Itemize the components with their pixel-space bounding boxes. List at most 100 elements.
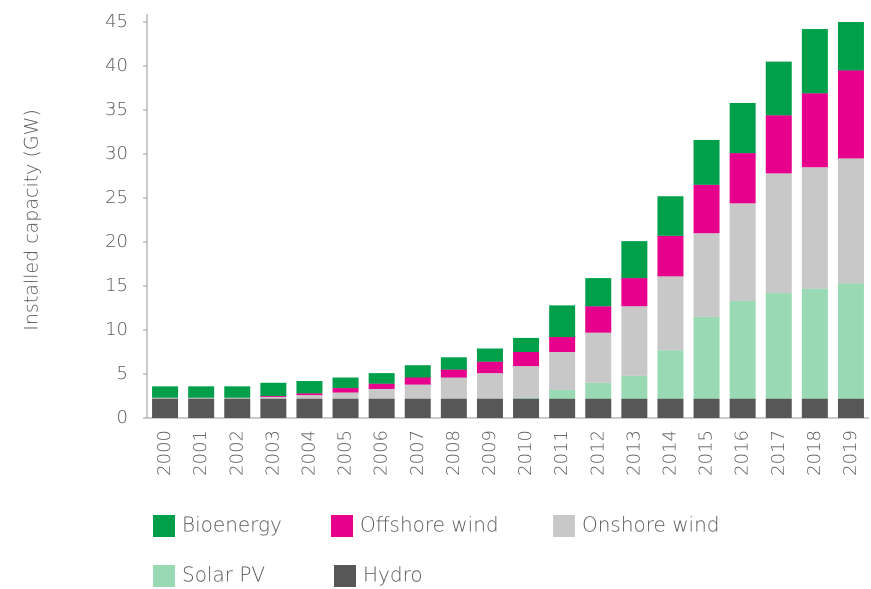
x-tick-label: 2017 — [768, 430, 789, 476]
x-tick-label: 2015 — [696, 430, 717, 476]
bar-segment — [440, 377, 467, 399]
bar-segment — [513, 366, 540, 398]
bar-segment — [729, 203, 756, 301]
x-tick-label: 2014 — [659, 430, 680, 476]
bar-segment — [440, 398, 467, 418]
bar-segment — [549, 305, 576, 338]
bar-segment — [368, 373, 395, 384]
bar-segment — [657, 350, 684, 399]
bar-segment — [801, 29, 828, 94]
bar-segment — [837, 283, 864, 399]
bar-segment — [621, 278, 648, 307]
bar-segment — [837, 158, 864, 284]
bar-segment — [729, 300, 756, 399]
legend-label: Offshore wind — [360, 513, 499, 537]
bar-segment — [404, 377, 431, 385]
bar-segment — [476, 361, 503, 374]
bar-segment — [693, 316, 720, 399]
bar-segment — [549, 398, 576, 418]
bar-segment — [801, 288, 828, 399]
bar-segment — [188, 397, 215, 399]
y-tick-label: 20 — [105, 231, 128, 252]
x-tick-label: 2016 — [732, 430, 753, 476]
bar-segment — [332, 388, 359, 393]
x-tick-label: 2007 — [407, 430, 428, 476]
bar-segment — [476, 348, 503, 362]
x-tick-label: 2010 — [515, 430, 536, 476]
y-tick-label: 30 — [105, 143, 128, 164]
legend-swatch — [334, 565, 356, 587]
x-tick-label: 2013 — [623, 430, 644, 476]
bar-segment — [296, 398, 323, 418]
bar-segment — [549, 337, 576, 352]
bar-segment — [657, 398, 684, 418]
bar-segment — [224, 398, 251, 418]
bar-segment — [440, 357, 467, 370]
bar-segment — [765, 173, 792, 294]
bar-segment — [621, 241, 648, 279]
x-tick-label: 2005 — [335, 430, 356, 476]
bar-segment — [765, 115, 792, 174]
bar-segment — [368, 383, 395, 389]
bar-segment — [260, 396, 287, 397]
y-tick-label: 15 — [105, 275, 128, 296]
legend-swatch — [153, 565, 175, 587]
bar-segment — [729, 102, 756, 154]
bar-segment — [621, 306, 648, 376]
bar-segment — [585, 398, 612, 418]
bar-segment — [296, 393, 323, 396]
bar-segment — [693, 398, 720, 418]
bar-segment — [765, 398, 792, 418]
bar-segment — [224, 397, 251, 399]
bar-segment — [729, 398, 756, 418]
x-tick-label: 2000 — [154, 430, 175, 476]
x-tick-label: 2004 — [298, 430, 319, 476]
bar-segment — [188, 386, 215, 398]
bar-segment — [152, 386, 179, 398]
x-tick-label: 2006 — [371, 430, 392, 476]
y-tick-label: 0 — [117, 407, 128, 428]
legend-label: Solar PV — [182, 563, 265, 587]
x-tick-label: 2018 — [804, 430, 825, 476]
x-tick-label: 2002 — [226, 430, 247, 476]
bar-segment — [513, 352, 540, 367]
y-tick-label: 10 — [105, 319, 128, 340]
bar-segment — [404, 384, 431, 399]
bar-segment — [476, 373, 503, 399]
bar-segment — [765, 293, 792, 399]
bar-segment — [332, 392, 359, 399]
bar-segment — [332, 377, 359, 389]
bar-segment — [657, 196, 684, 236]
bar-segment — [368, 388, 395, 399]
bar-segment — [152, 397, 179, 399]
bar-segment — [693, 184, 720, 234]
bar-segment — [801, 398, 828, 418]
bar-segment — [837, 22, 864, 71]
bar-segment — [549, 352, 576, 390]
y-tick-label: 40 — [105, 55, 128, 76]
bar-segment — [476, 398, 503, 418]
bar-segment — [657, 276, 684, 351]
bar-segment — [801, 93, 828, 168]
y-tick-label: 35 — [105, 99, 128, 120]
x-tick-label: 2011 — [551, 430, 572, 476]
bar-segment — [404, 398, 431, 418]
bar-segment — [188, 398, 215, 418]
x-tick-label: 2003 — [262, 430, 283, 476]
bar-segment — [260, 398, 287, 418]
bar-segment — [585, 278, 612, 307]
bar-segment — [440, 369, 467, 378]
bar-segment — [837, 70, 864, 159]
legend-swatch — [553, 515, 575, 537]
bar-segment — [549, 389, 576, 399]
bar-segment — [693, 233, 720, 317]
bar-segment — [693, 139, 720, 185]
bar-segment — [260, 382, 287, 396]
x-tick-label: 2019 — [840, 430, 861, 476]
bar-segment — [296, 381, 323, 394]
x-tick-label: 2008 — [443, 430, 464, 476]
bar-segment — [332, 398, 359, 418]
bar-segment — [585, 306, 612, 333]
bar-segment — [657, 235, 684, 277]
